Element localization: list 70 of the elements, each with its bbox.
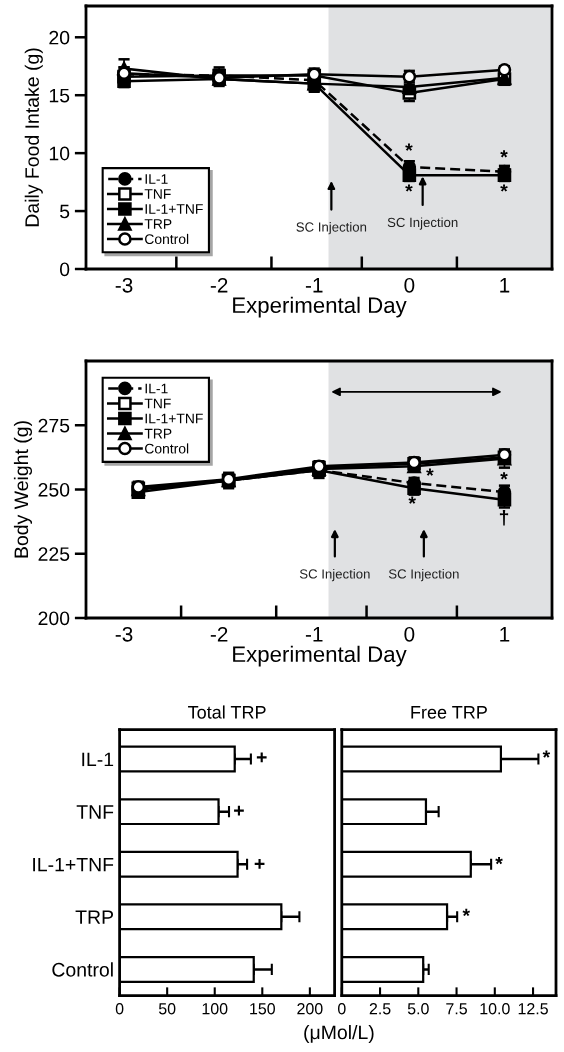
x-tick-label: 0	[115, 1003, 124, 1015]
x-tick-label: 1	[500, 627, 510, 642]
x-axis-title: (μMol/L)	[304, 1024, 374, 1044]
legend-label: TRP	[144, 428, 172, 439]
annotation: *	[500, 472, 508, 480]
y-tick-label: IL-1+TNF	[33, 857, 114, 872]
x-tick-label: 0	[337, 1003, 346, 1015]
legend-label: IL-1	[145, 383, 168, 394]
y-tick-label: 20	[49, 30, 70, 45]
legend-label: TRP	[144, 219, 172, 229]
x-tick-label: -1	[305, 627, 323, 642]
annotation: SC Injection	[296, 222, 367, 235]
y-tick-label: 10	[49, 146, 70, 161]
annotation: *	[405, 184, 413, 192]
x-axis-title: Experimental Day	[233, 296, 407, 318]
legend-label: Control	[145, 443, 189, 454]
x-tick-label: -3	[115, 626, 133, 642]
annotation: †	[499, 509, 509, 526]
chart-title: Free TRP	[411, 706, 487, 719]
y-tick-label: 200	[38, 611, 70, 626]
x-tick-label: 150	[250, 1003, 275, 1015]
y-axis-title: Body Weight (g)	[13, 421, 33, 558]
y-tick-label: TRP	[75, 910, 114, 924]
x-tick-label: 0	[404, 626, 415, 642]
annotation: *	[405, 143, 413, 151]
y-tick-label: 15	[49, 88, 70, 103]
x-tick-label: 12.5	[518, 1003, 548, 1015]
annotation: *	[408, 496, 416, 504]
legend-label: IL-1	[145, 174, 168, 184]
y-tick-label: 5	[59, 204, 70, 219]
annotation: *	[426, 468, 434, 476]
annotation: SC Injection	[388, 568, 459, 582]
x-tick-label: 1	[500, 278, 510, 293]
x-tick-label: -2	[210, 626, 228, 642]
x-tick-label: 5.0	[407, 1003, 429, 1015]
y-tick-label: 250	[38, 482, 70, 497]
annotation: *	[495, 856, 503, 865]
annotation: *	[542, 750, 551, 758]
x-tick-label: -3	[115, 277, 133, 293]
annotation: *	[462, 908, 471, 917]
y-tick-label: IL-1	[82, 752, 114, 767]
legend-label: IL-1+TNF	[145, 413, 203, 424]
y-tick-label: TNF	[76, 805, 114, 819]
x-tick-label: 200	[297, 1003, 323, 1015]
legend-label: TNF	[144, 398, 171, 409]
x-tick-label: 0	[404, 277, 415, 293]
annotation: *	[500, 150, 508, 158]
x-tick-label: -1	[305, 278, 323, 293]
x-tick-label: 7.5	[446, 1003, 467, 1015]
chart-title: Total TRP	[188, 705, 266, 719]
y-tick-label: 275	[38, 418, 70, 433]
x-tick-label: -2	[210, 277, 228, 293]
x-axis-title: Experimental Day	[233, 645, 407, 667]
x-tick-label: 2.5	[369, 1003, 391, 1015]
y-tick-label: 225	[38, 547, 70, 561]
annotation: *	[500, 184, 508, 192]
annotation: SC Injection	[387, 217, 458, 230]
y-tick-label: 0	[59, 262, 70, 277]
legend-label: IL-1+TNF	[145, 204, 203, 214]
legend-label: TNF	[144, 189, 171, 199]
annotation: SC Injection	[299, 568, 370, 582]
annotation: +	[234, 805, 244, 816]
x-tick-label: 10.0	[480, 1003, 510, 1015]
y-tick-label: Control	[52, 962, 113, 977]
x-tick-label: 100	[202, 1003, 228, 1015]
x-tick-label: 50	[158, 1003, 176, 1015]
y-axis-title: Daily Food Intake (g)	[24, 48, 43, 227]
annotation: +	[254, 858, 265, 869]
annotation: +	[256, 752, 267, 763]
legend-label: Control	[145, 233, 189, 245]
